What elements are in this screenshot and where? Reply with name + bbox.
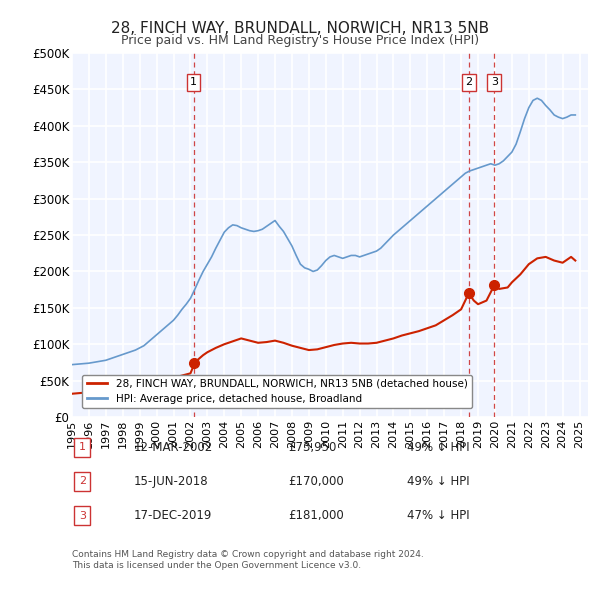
Text: £73,950: £73,950 <box>289 441 337 454</box>
Text: £181,000: £181,000 <box>289 509 344 522</box>
Text: 49% ↓ HPI: 49% ↓ HPI <box>407 441 470 454</box>
Text: 2: 2 <box>465 77 472 87</box>
Text: 17-DEC-2019: 17-DEC-2019 <box>134 509 212 522</box>
Text: 1: 1 <box>190 77 197 87</box>
Text: 3: 3 <box>491 77 498 87</box>
Text: Price paid vs. HM Land Registry's House Price Index (HPI): Price paid vs. HM Land Registry's House … <box>121 34 479 47</box>
Text: 15-JUN-2018: 15-JUN-2018 <box>134 475 209 488</box>
Text: 12-MAR-2002: 12-MAR-2002 <box>134 441 213 454</box>
Text: 2: 2 <box>79 477 86 487</box>
Text: 1: 1 <box>79 442 86 452</box>
Text: 3: 3 <box>79 511 86 521</box>
Text: £170,000: £170,000 <box>289 475 344 488</box>
Text: 47% ↓ HPI: 47% ↓ HPI <box>407 509 470 522</box>
Text: 28, FINCH WAY, BRUNDALL, NORWICH, NR13 5NB: 28, FINCH WAY, BRUNDALL, NORWICH, NR13 5… <box>111 21 489 35</box>
Text: 49% ↓ HPI: 49% ↓ HPI <box>407 475 470 488</box>
Legend: 28, FINCH WAY, BRUNDALL, NORWICH, NR13 5NB (detached house), HPI: Average price,: 28, FINCH WAY, BRUNDALL, NORWICH, NR13 5… <box>82 375 472 408</box>
Text: Contains HM Land Registry data © Crown copyright and database right 2024.
This d: Contains HM Land Registry data © Crown c… <box>72 550 424 569</box>
